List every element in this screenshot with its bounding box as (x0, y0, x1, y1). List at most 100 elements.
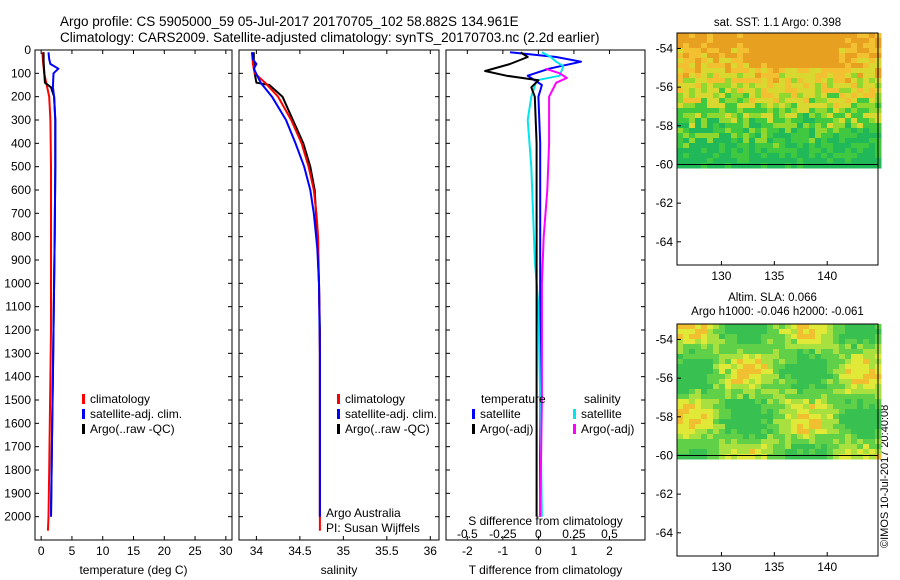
sla_map-cell (851, 394, 858, 400)
difference-xtick-label: 0 (535, 544, 542, 558)
sst_map-cell (773, 103, 780, 109)
sla_map-cell (851, 354, 858, 360)
sla_map-cell (797, 324, 804, 330)
sst_map-cell (725, 43, 732, 49)
sst_map-cell (827, 33, 834, 39)
sst_map-cell (689, 153, 696, 159)
sla_map-cell (869, 349, 876, 355)
sst_map-cell (683, 43, 690, 49)
sla_map-cell (695, 394, 702, 400)
sla_map-cell (779, 424, 786, 430)
sla_map-cell (755, 444, 762, 450)
sla_map-cell (689, 404, 696, 410)
sla_map-cell (731, 444, 738, 450)
sla_map-cell (731, 439, 738, 445)
sst_map-cell (821, 33, 828, 39)
sst_map-cell (725, 58, 732, 64)
sst_map-cell (749, 73, 756, 79)
sst_map-cell (707, 158, 714, 164)
sst_map-cell (863, 98, 870, 104)
sla_map-cell (725, 429, 732, 435)
sla_map-cell (797, 379, 804, 385)
sla_map-cell (743, 414, 750, 420)
sst_map-cell (791, 48, 798, 54)
sst_map-cell (863, 163, 870, 169)
sst_map-cell (851, 103, 858, 109)
sst_map-cell (773, 58, 780, 64)
sla_map-cell (797, 409, 804, 415)
sla_map-cell (689, 344, 696, 350)
sst_map-cell (839, 138, 846, 144)
sst_map-cell (701, 48, 708, 54)
sst_map-cell (755, 43, 762, 49)
sst_map-cell (689, 33, 696, 39)
sla_map-cell (791, 449, 798, 455)
sla_map-cell (833, 394, 840, 400)
sla_map-cell (773, 349, 780, 355)
sst_map-cell (689, 78, 696, 84)
sst_map-cell (821, 83, 828, 89)
sla_map-cell (695, 324, 702, 330)
sst_map-cell (677, 53, 684, 59)
sla_map-cell (839, 339, 846, 345)
sst_map-cell (767, 78, 774, 84)
sla_map-cell (857, 444, 864, 450)
sst_map-cell (803, 88, 810, 94)
sla_map-cell (719, 394, 726, 400)
sst_map-cell (869, 63, 876, 69)
sst_map-cell (767, 48, 774, 54)
sst_map-cell (833, 88, 840, 94)
sla_map-cell (755, 394, 762, 400)
sla_map-cell (761, 379, 768, 385)
sst_map-cell (869, 88, 876, 94)
sst_map-cell (851, 83, 858, 89)
sla_map-cell (677, 359, 684, 365)
sla_map-cell (779, 399, 786, 405)
sla_map-cell (821, 399, 828, 405)
sst_map-cell (869, 113, 876, 119)
sla_map-cell (683, 334, 690, 340)
sla_map-cell (815, 344, 822, 350)
sla_map-cell (731, 424, 738, 430)
sst_map-cell (773, 118, 780, 124)
sla_map-cell (827, 454, 834, 460)
sst_map-cell (833, 73, 840, 79)
sst_map-cell (809, 38, 816, 44)
sst_map-cell (815, 133, 822, 139)
difference-legend-1-1-label: Argo(-adj) (581, 422, 634, 436)
sla_map-cell (797, 449, 804, 455)
sst_map-cell (809, 148, 816, 154)
sla_map-cell (791, 379, 798, 385)
sst_map-cell (737, 63, 744, 69)
sst_map-cell (773, 138, 780, 144)
sla_map-cell (797, 394, 804, 400)
sst_map-cell (833, 43, 840, 49)
sst_map-cell (683, 128, 690, 134)
sst_map-cell (719, 53, 726, 59)
sst_map-cell (749, 158, 756, 164)
sla_map-cell (773, 439, 780, 445)
sst_map-cell (857, 73, 864, 79)
sla_map-cell (725, 349, 732, 355)
sla_map-cell (851, 414, 858, 420)
sst_map-cell (755, 118, 762, 124)
sla_map-cell (761, 439, 768, 445)
sst_map-cell (797, 98, 804, 104)
sla_map-cell (713, 444, 720, 450)
sla_map-cell (707, 324, 714, 330)
sla_map-cell (785, 364, 792, 370)
sst_map-cell (863, 43, 870, 49)
sla_map-cell (737, 329, 744, 335)
sst_map-cell (833, 143, 840, 149)
sst_map-cell (845, 133, 852, 139)
sst_map-cell (749, 38, 756, 44)
sst_map-cell (785, 118, 792, 124)
sst_map-cell (869, 118, 876, 124)
sst_map-cell (695, 128, 702, 134)
sst_map-cell (719, 133, 726, 139)
sla_map-cell (701, 439, 708, 445)
sst_map-cell (797, 123, 804, 129)
sla_map-cell (809, 344, 816, 350)
sla_map-cell (677, 389, 684, 395)
sst_map-cell (863, 88, 870, 94)
